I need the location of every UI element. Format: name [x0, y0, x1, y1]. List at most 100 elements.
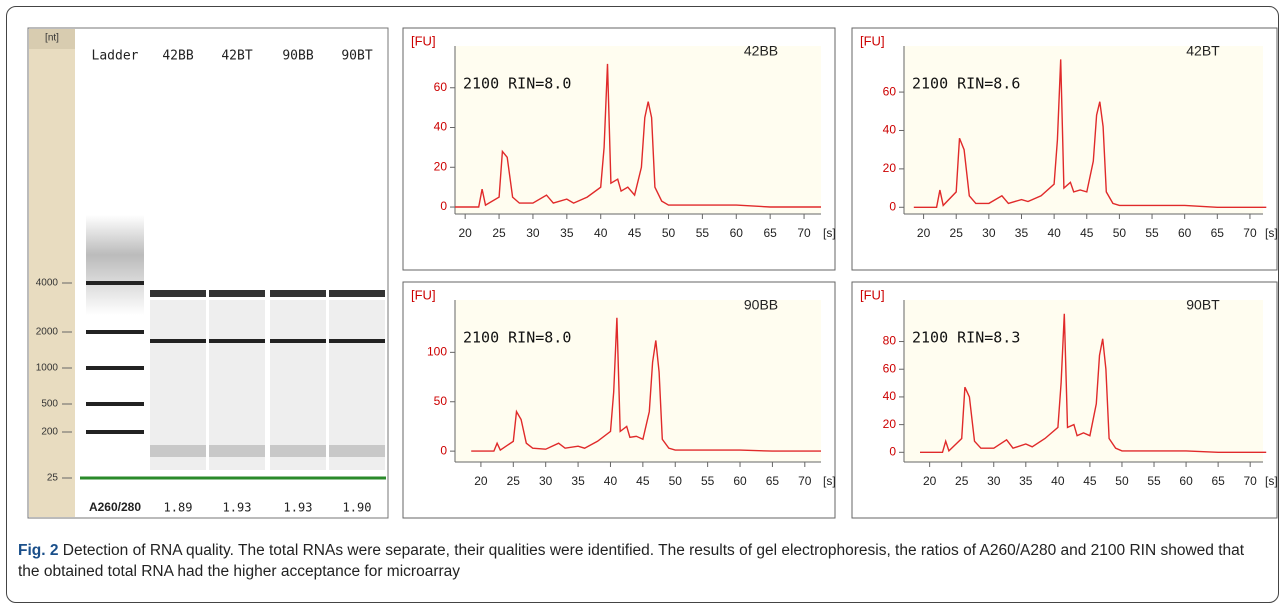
sample-smear — [209, 300, 265, 470]
y-tick-label: 60 — [883, 361, 897, 375]
x-tick-label: 40 — [594, 226, 608, 240]
rin-annotation: 2100 RIN=8.0 — [463, 329, 571, 347]
ladder-band — [86, 402, 144, 406]
x-tick-label: 20 — [458, 226, 472, 240]
x-tick-label: 35 — [571, 474, 585, 488]
band-small — [209, 445, 265, 457]
band-28s — [329, 290, 385, 297]
y-tick-label: 40 — [434, 120, 448, 134]
x-tick-label: 20 — [474, 474, 488, 488]
band-28s — [270, 290, 326, 297]
x-tick-label: 65 — [763, 226, 777, 240]
ladder-smear — [86, 215, 144, 315]
sample-smear — [329, 300, 385, 470]
x-axis-label: [s] — [1265, 226, 1278, 240]
band-18s — [150, 339, 206, 343]
gel-strip — [29, 29, 75, 517]
x-tick-label: 70 — [797, 226, 811, 240]
rin-annotation: 2100 RIN=8.0 — [463, 75, 571, 93]
size-label: 2000 — [36, 327, 59, 338]
x-tick-label: 50 — [1113, 226, 1127, 240]
plot-area — [455, 46, 821, 214]
x-tick-label: 60 — [730, 226, 744, 240]
x-axis-label: [s] — [823, 226, 836, 240]
x-tick-label: 35 — [1019, 474, 1033, 488]
lane-label: 42BB — [162, 49, 193, 64]
caption: Fig. 2 Detection of RNA quality. The tot… — [18, 540, 1258, 582]
x-tick-label: 30 — [982, 226, 996, 240]
x-tick-label: 50 — [669, 474, 683, 488]
panel-title: 42BB — [744, 43, 778, 59]
y-tick-label: 60 — [434, 80, 448, 94]
ratio-value: 1.89 — [164, 501, 193, 515]
x-tick-label: 35 — [1015, 226, 1029, 240]
size-label: 25 — [47, 473, 59, 484]
y-tick-label: 20 — [434, 159, 448, 173]
size-label: 500 — [41, 399, 58, 410]
x-tick-label: 60 — [733, 474, 747, 488]
y-tick-label: 40 — [883, 389, 897, 403]
x-tick-label: 55 — [1145, 226, 1159, 240]
panel-title: 90BT — [1186, 297, 1220, 313]
x-tick-label: 70 — [1243, 474, 1257, 488]
x-tick-label: 50 — [1115, 474, 1129, 488]
y-axis-label: [FU] — [860, 287, 885, 302]
plot-area — [904, 46, 1263, 214]
lane-label: 42BT — [221, 49, 252, 64]
x-tick-label: 65 — [1211, 226, 1225, 240]
y-tick-label: 40 — [883, 123, 897, 137]
x-tick-label: 50 — [662, 226, 676, 240]
x-tick-label: 45 — [628, 226, 642, 240]
x-tick-label: 60 — [1178, 226, 1192, 240]
y-axis-label: [FU] — [860, 33, 885, 48]
y-tick-label: 0 — [889, 199, 896, 213]
band-18s — [270, 339, 326, 343]
lane-label: 90BT — [341, 49, 372, 64]
x-tick-label: 65 — [1211, 474, 1225, 488]
y-tick-label: 20 — [883, 161, 897, 175]
band-small — [329, 445, 385, 457]
y-tick-label: 100 — [427, 345, 447, 359]
band-28s — [209, 290, 265, 297]
x-tick-label: 55 — [701, 474, 715, 488]
sample-smear — [150, 300, 206, 470]
size-label: 4000 — [36, 278, 59, 289]
size-label: 1000 — [36, 363, 59, 374]
caption-text: Detection of RNA quality. The total RNAs… — [18, 542, 1244, 580]
x-tick-label: 25 — [955, 474, 969, 488]
x-tick-label: 70 — [798, 474, 812, 488]
x-axis-label: [s] — [823, 474, 836, 488]
band-28s — [150, 290, 206, 297]
x-tick-label: 20 — [923, 474, 937, 488]
caption-label: Fig. 2 — [18, 542, 58, 559]
page: {"gel": {"unit": "[nt]", "lanes": ["Ladd… — [0, 0, 1285, 609]
x-tick-label: 55 — [1147, 474, 1161, 488]
panel-title: 42BT — [1186, 43, 1220, 59]
y-tick-label: 20 — [883, 417, 897, 431]
rin-annotation: 2100 RIN=8.6 — [912, 75, 1020, 93]
rin-annotation: 2100 RIN=8.3 — [912, 329, 1020, 347]
x-tick-label: 35 — [560, 226, 574, 240]
x-tick-label: 30 — [539, 474, 553, 488]
lane-label: Ladder — [92, 49, 139, 64]
y-tick-label: 80 — [883, 334, 897, 348]
band-18s — [209, 339, 265, 343]
ladder-band — [86, 430, 144, 434]
x-tick-label: 40 — [1051, 474, 1065, 488]
band-small — [150, 445, 206, 457]
plot-area — [904, 300, 1263, 462]
band-18s — [329, 339, 385, 343]
x-tick-label: 25 — [492, 226, 506, 240]
lane-label: 90BB — [282, 49, 313, 64]
x-tick-label: 70 — [1243, 226, 1257, 240]
band-small — [270, 445, 326, 457]
panel-title: 90BB — [744, 297, 778, 313]
y-tick-label: 0 — [889, 444, 896, 458]
x-tick-label: 25 — [507, 474, 521, 488]
ratio-value: 1.90 — [343, 501, 372, 515]
gel-unit: [nt] — [45, 33, 59, 44]
y-tick-label: 0 — [440, 199, 447, 213]
x-axis-label: [s] — [1265, 474, 1278, 488]
y-axis-label: [FU] — [411, 287, 436, 302]
x-tick-label: 55 — [696, 226, 710, 240]
